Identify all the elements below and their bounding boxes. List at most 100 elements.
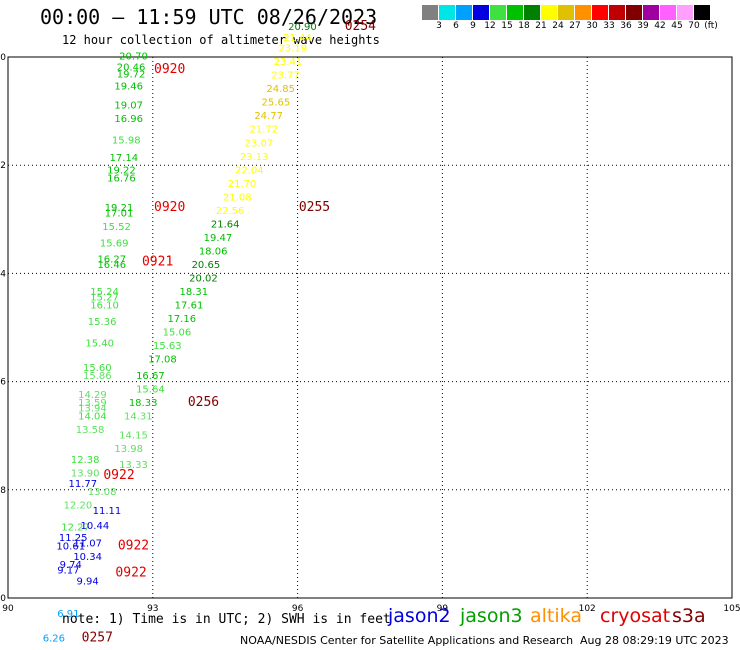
- wave-height-value: 19.47: [204, 233, 233, 244]
- y-tick-label: -60: [0, 594, 6, 604]
- wave-height-value: 16.46: [97, 260, 126, 271]
- wave-height-value: 17.14: [110, 153, 139, 164]
- wave-height-value: 6.91: [57, 609, 79, 620]
- wave-height-value: 9.74: [60, 560, 82, 571]
- color-swatch: [643, 5, 660, 20]
- color-legend-label: 33: [603, 21, 615, 31]
- wave-height-value: 13.08: [88, 487, 117, 498]
- y-tick-label: -54: [0, 269, 6, 279]
- color-legend-label: 21: [535, 21, 547, 31]
- satellite-altika-label: altika: [530, 605, 582, 627]
- wave-height-value: 13.58: [76, 425, 105, 436]
- color-swatch: [473, 5, 490, 20]
- pass-time-label: 0921: [142, 254, 173, 269]
- satellite-cryosat-label: cryosat: [600, 605, 671, 627]
- wave-height-value: 21.72: [249, 125, 278, 136]
- y-tick-label: -56: [0, 378, 6, 388]
- wave-height-value: 15.60: [83, 363, 112, 374]
- pass-time-label: 0254: [345, 19, 376, 34]
- color-legend-label: 45: [671, 21, 683, 31]
- wave-height-value: 6.26: [43, 633, 65, 644]
- pass-time-label: 0257: [82, 630, 113, 645]
- color-swatch: [507, 5, 524, 20]
- wave-height-value: 15.40: [85, 338, 114, 349]
- color-legend-label: 27: [569, 21, 581, 31]
- wave-height-value: 17.08: [148, 355, 177, 366]
- color-swatch: [660, 5, 677, 20]
- wave-height-value: 12.20: [64, 501, 93, 512]
- wave-height-value: 15.06: [163, 328, 192, 339]
- color-swatch: [541, 5, 558, 20]
- wave-height-value: 15.52: [102, 222, 131, 233]
- wave-height-value: 15.24: [90, 287, 119, 298]
- wave-height-value: 18.31: [180, 287, 209, 298]
- wave-height-value: 14.29: [78, 390, 107, 401]
- wave-height-value: 15.36: [88, 317, 117, 328]
- wave-height-value: 20.46: [117, 63, 146, 74]
- wave-height-value: 11.77: [68, 479, 97, 490]
- wave-height-value: 13.90: [71, 468, 100, 479]
- satellite-jason2-label: jason2: [388, 605, 451, 627]
- pass-time-label: 0920: [154, 200, 185, 215]
- wave-height-value: 20.65: [192, 260, 221, 271]
- wave-height-value: 19.46: [114, 81, 143, 92]
- wave-height-value: 23.41: [274, 57, 303, 68]
- wave-height-value: 10.61: [56, 541, 85, 552]
- color-legend-labels: 3 6 9 12 15 18 21 24 27 30 33 36 39 42 45 70 (ft): [422, 20, 718, 34]
- color-swatch: [626, 5, 643, 20]
- color-swatch: [694, 5, 711, 20]
- wave-height-value: 16.27: [97, 255, 126, 266]
- color-swatch: [677, 5, 694, 20]
- y-tick-label: -52: [0, 161, 6, 171]
- wave-height-value: 13.33: [119, 460, 148, 471]
- wave-height-value: 19.22: [107, 165, 136, 176]
- wave-height-value: 15.69: [100, 238, 129, 249]
- wave-height-value: 11.25: [59, 533, 88, 544]
- wave-height-value: 12.38: [71, 455, 100, 466]
- generated-timestamp: Aug 28 08:29:19 UTC 2023: [580, 634, 729, 647]
- color-swatch: [456, 5, 473, 20]
- wave-height-value: 16.67: [136, 371, 165, 382]
- wave-height-value: 16.10: [90, 301, 119, 312]
- wave-height-value: 13.98: [114, 444, 143, 455]
- y-tick-label: -50: [0, 53, 6, 63]
- x-tick-label: 93: [147, 604, 158, 614]
- wave-height-value: 23.19: [278, 44, 307, 55]
- color-legend-label: 70: [688, 21, 700, 31]
- wave-height-value: 20.70: [119, 52, 148, 63]
- x-tick-label: 102: [579, 604, 596, 614]
- note-text: note: 1) Time is in UTC; 2) SWH is in fe…: [62, 612, 391, 627]
- wave-height-value: 16.96: [114, 114, 143, 125]
- pass-time-label: 0256: [188, 395, 219, 410]
- wave-height-value: 22.56: [216, 206, 245, 217]
- wave-height-value: 17.01: [105, 209, 134, 220]
- wave-height-value: 9.94: [77, 576, 99, 587]
- wave-height-value: 19.07: [114, 100, 143, 111]
- color-legend-label: 15: [501, 21, 513, 31]
- plot-frame: [7, 56, 733, 599]
- wave-height-value: 14.15: [119, 430, 148, 441]
- wave-height-value: 13.59: [78, 398, 107, 409]
- wave-height-value: 19.72: [117, 70, 146, 81]
- wave-height-value: 21.70: [228, 179, 257, 190]
- wave-height-value: 18.06: [199, 246, 228, 257]
- wave-height-value: 23.07: [245, 138, 274, 149]
- satellite-s3a-label: s3a: [672, 605, 706, 627]
- wave-height-value: 24.77: [254, 111, 283, 122]
- color-legend-label: 18: [518, 21, 530, 31]
- color-legend-label: 3: [436, 21, 442, 31]
- wave-height-value: 22.04: [235, 165, 264, 176]
- color-legend-label: 30: [586, 21, 598, 31]
- pass-time-label: 0255: [299, 200, 330, 215]
- wave-height-value: 16.76: [107, 173, 136, 184]
- wave-height-value: 9.17: [57, 566, 79, 577]
- credit-text: NOAA/NESDIS Center for Satellite Applica…: [240, 634, 574, 647]
- wave-height-value: 18.33: [129, 398, 158, 409]
- y-tick-label: -58: [0, 486, 6, 496]
- pass-time-label: 0922: [103, 468, 134, 483]
- wave-height-value: 21.08: [223, 192, 252, 203]
- wave-height-value: 25.65: [262, 98, 291, 109]
- color-swatch: [609, 5, 626, 20]
- wave-height-value: 14.04: [78, 411, 107, 422]
